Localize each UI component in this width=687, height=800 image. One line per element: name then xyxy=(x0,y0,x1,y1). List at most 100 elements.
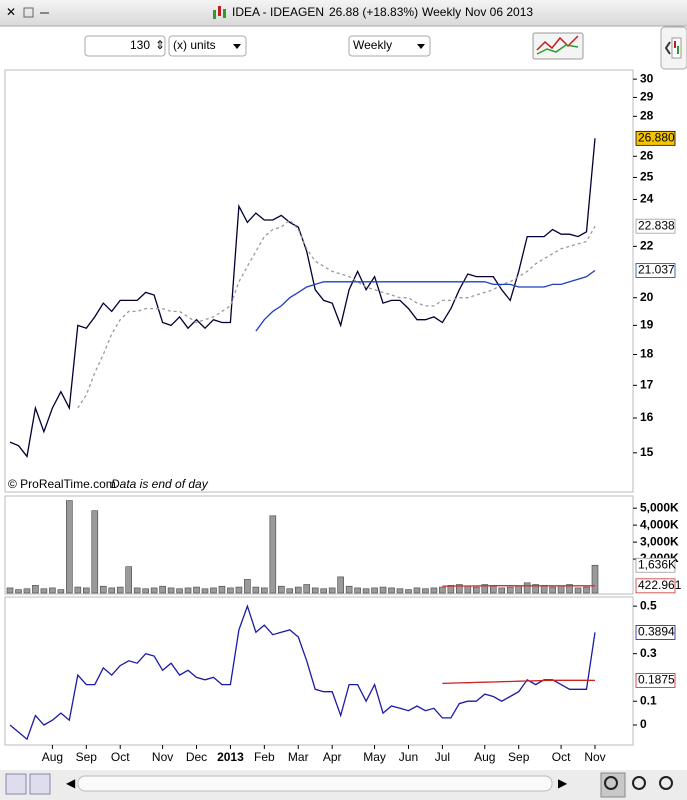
volume-bar xyxy=(201,588,209,594)
volume-bar xyxy=(252,586,260,594)
y-tick-label: 29 xyxy=(640,90,654,104)
restore-icon[interactable] xyxy=(23,7,34,18)
x-tick-label: 2013 xyxy=(217,750,244,764)
x-tick-label: Oct xyxy=(111,750,130,764)
units-select[interactable] xyxy=(168,35,247,57)
volume-bar xyxy=(354,587,361,594)
y-tick-label: 17 xyxy=(640,378,654,392)
volume-bar xyxy=(574,587,582,594)
x-tick-label: Nov xyxy=(152,750,173,764)
volume-bar xyxy=(159,585,166,594)
value-tag-label: 0.1875 xyxy=(638,673,675,687)
volume-bar xyxy=(345,585,353,594)
volume-bar xyxy=(430,587,438,594)
bottom-bar: ◀ ▶ xyxy=(0,770,687,800)
series-line xyxy=(9,604,596,741)
scroll-right[interactable]: ▶ xyxy=(558,776,568,790)
value-tag xyxy=(635,263,676,278)
series-line xyxy=(442,679,596,685)
volume-bar xyxy=(506,586,514,594)
source-note: © ProRealTime.com xyxy=(8,477,116,491)
y-tick-label: 30 xyxy=(640,71,654,85)
side-panel-button[interactable] xyxy=(660,26,687,70)
volume-bar xyxy=(557,585,565,594)
dropdown-arrow xyxy=(233,44,241,49)
x-tick-label: Aug xyxy=(474,750,495,764)
zoom-in[interactable] xyxy=(632,776,646,790)
volume-bar xyxy=(540,585,548,594)
volume-bar xyxy=(532,584,539,594)
volume-bar xyxy=(337,576,344,594)
volume-bar xyxy=(405,589,412,594)
zoom-out[interactable] xyxy=(659,776,673,790)
volume-bar xyxy=(40,588,48,594)
data-note: Data is end of day xyxy=(111,477,209,491)
volume-bar xyxy=(66,500,73,594)
volume-bar xyxy=(74,586,82,594)
volume-bar xyxy=(218,585,226,594)
y-tick-label: 25 xyxy=(640,170,654,184)
volume-bar xyxy=(498,587,506,594)
y-tick-label: 24 xyxy=(640,192,654,206)
y-tick-label: 22 xyxy=(640,239,654,253)
value-tag xyxy=(635,673,676,688)
volume-bar xyxy=(464,585,472,594)
y-tick-label: 18 xyxy=(640,347,654,361)
volume-bar xyxy=(6,587,14,594)
volume-bar xyxy=(413,587,421,594)
value-tag-label: 26.880 xyxy=(638,131,675,145)
volume-bar xyxy=(210,587,217,594)
volume-bar xyxy=(515,585,522,594)
x-tick-label: Aug xyxy=(42,750,63,764)
scrollbar[interactable] xyxy=(77,775,553,792)
volume-bar xyxy=(294,586,302,594)
units-count-field[interactable] xyxy=(84,35,166,57)
volume-bar xyxy=(235,586,243,594)
scroll-start-button[interactable] xyxy=(29,773,51,795)
x-tick-label: Jun xyxy=(399,750,418,764)
series-line xyxy=(255,269,596,332)
x-tick-label: Feb xyxy=(254,750,275,764)
value-tag-label: 0.3894 xyxy=(638,625,675,639)
volume-bar xyxy=(396,588,404,594)
title-bar xyxy=(0,0,687,26)
value-tag-label: 22.838 xyxy=(638,218,675,232)
volume-bar xyxy=(91,510,99,594)
x-tick-label: Jul xyxy=(435,750,450,764)
y-tick-label: 28 xyxy=(640,109,654,123)
timeframe-select[interactable] xyxy=(348,35,431,57)
y-tick-label: 5,000K xyxy=(640,500,679,514)
units-label: (x) units xyxy=(173,38,216,52)
scroll-start-button[interactable] xyxy=(5,773,27,795)
value-tag xyxy=(635,218,676,234)
volume-bar xyxy=(142,588,149,594)
volume-bar xyxy=(49,587,56,594)
stepper[interactable]: ⇕ xyxy=(155,38,165,52)
volume-bar xyxy=(15,589,22,594)
instrument-name: IDEA - IDEAGEN xyxy=(232,5,324,19)
close-icon[interactable]: ✕ xyxy=(6,5,16,19)
y-tick-label: 15 xyxy=(640,445,654,459)
value-tag-label: 422.961 xyxy=(638,578,682,592)
volume-bar xyxy=(261,587,268,594)
indicator-button[interactable] xyxy=(532,32,584,60)
volume-bar xyxy=(32,585,39,594)
volume-bar xyxy=(193,586,200,594)
volume-bar xyxy=(311,587,319,594)
y-tick-label: 26 xyxy=(640,148,654,162)
volume-bar xyxy=(566,584,573,594)
timeframe-label: Weekly xyxy=(353,38,392,52)
volume-bar xyxy=(227,587,234,594)
x-tick-label: Oct xyxy=(552,750,571,764)
scroll-left[interactable]: ◀ xyxy=(66,776,76,790)
date: Nov 06 2013 xyxy=(465,5,533,19)
volume-bar xyxy=(303,584,311,594)
series-line xyxy=(9,138,596,458)
x-tick-label: Sep xyxy=(76,750,98,764)
price-change: 26.88 (+18.83%) xyxy=(329,5,418,19)
volume-bar xyxy=(269,515,277,594)
x-tick-label: May xyxy=(363,750,386,764)
y-tick-label: 0.1 xyxy=(640,693,657,707)
y-tick-label: 0 xyxy=(640,717,647,731)
